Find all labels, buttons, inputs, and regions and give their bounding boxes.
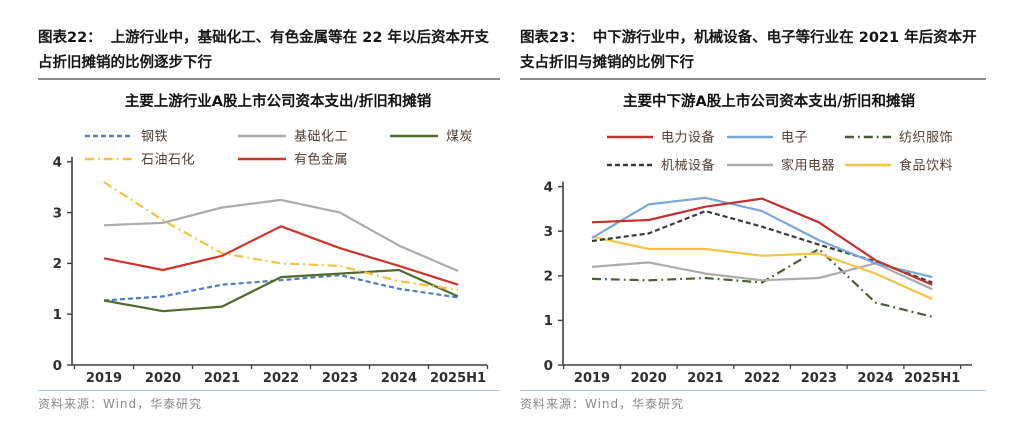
figure-22-panel: 图表22： 上游行业中，基础化工、有色金属等在 22 年以后资本开支占折旧摊销的比… (38, 0, 500, 429)
figure-22-caption: 图表22： 上游行业中，基础化工、有色金属等在 22 年以后资本开支占折旧摊销的比… (38, 26, 500, 76)
figure-22-caption-label: 图表22： (38, 30, 102, 46)
y-tick-label: 0 (544, 358, 553, 374)
x-tick-label: 2022 (744, 371, 780, 386)
legend-label-机械设备: 机械设备 (661, 158, 715, 174)
x-tick-label: 2019 (86, 371, 122, 386)
legend-label-电子: 电子 (781, 131, 808, 146)
x-tick-label: 2023 (801, 371, 837, 386)
caption-divider (520, 78, 986, 80)
source-note: 资料来源：Wind，华泰研究 (38, 397, 203, 411)
series-line-石油石化 (103, 181, 459, 291)
series-line-电力设备 (591, 197, 933, 286)
figure-23-panel: 图表23： 中下游行业中，机械设备、电子等行业在 2021 年后资本开支占折旧与摊… (520, 0, 986, 429)
figure-23-caption-text: 中下游行业中，机械设备、电子等行业在 2021 年后资本开支占折旧与摊销的比例下… (520, 30, 977, 71)
y-tick-label: 1 (544, 313, 553, 329)
figure-23-caption-label: 图表23： (520, 30, 584, 46)
series-line-有色金属 (103, 225, 459, 286)
figure-22-caption-text: 上游行业中，基础化工、有色金属等在 22 年以后资本开支占折旧摊销的比例逐步下行 (38, 30, 489, 71)
series-line-纺织服饰 (591, 247, 933, 318)
x-tick-label: 2021 (687, 371, 723, 386)
legend-label-石油石化: 石油石化 (141, 153, 195, 168)
y-tick-label: 2 (53, 256, 62, 272)
legend-label-食品饮料: 食品饮料 (899, 158, 953, 174)
source-note: 资料来源：Wind，华泰研究 (520, 397, 685, 411)
downstream-chart-title: 主要中下游A股上市公司资本支出/折旧和摊销 (622, 94, 916, 110)
upstream-line-chart: 0 1 2 3 4 2019 2020 2021 2022 2023 2024 2025H1 钢铁 基础化… (53, 130, 489, 386)
y-tick-label: 2 (544, 269, 553, 285)
legend-label-电力设备: 电力设备 (661, 130, 715, 146)
y-tick-label: 4 (53, 155, 62, 171)
x-tick-label: 2023 (322, 371, 358, 386)
legend-label-煤炭: 煤炭 (446, 130, 473, 145)
legend-label-基础化工: 基础化工 (294, 130, 348, 145)
x-tick-label: 2022 (263, 371, 299, 386)
x-tick-label: 2025H1 (430, 371, 486, 386)
y-tick-label: 3 (53, 205, 62, 221)
caption-divider (38, 78, 500, 80)
legend-label-家用电器: 家用电器 (781, 158, 835, 174)
series-line-煤炭 (103, 268, 459, 313)
y-tick-label: 1 (53, 307, 62, 323)
legend-label-钢铁: 钢铁 (141, 130, 168, 145)
downstream-line-chart: 0 1 2 3 4 2019 2020 2021 2022 2023 2024 2025H1 电力设备 电… (544, 130, 972, 386)
series-line-钢铁 (103, 274, 459, 302)
x-tick-label: 2024 (381, 371, 417, 386)
x-tick-label: 2020 (631, 371, 667, 386)
x-tick-label: 2025H1 (904, 371, 960, 386)
legend-label-有色金属: 有色金属 (294, 152, 348, 168)
series-line-基础化工 (103, 198, 459, 273)
x-tick-label: 2021 (204, 371, 240, 386)
x-tick-label: 2019 (574, 371, 610, 386)
legend-label-纺织服饰: 纺织服饰 (899, 131, 953, 146)
series-line-食品饮料 (591, 235, 933, 301)
y-tick-label: 3 (544, 224, 553, 240)
series-line-机械设备 (591, 209, 933, 284)
y-tick-label: 0 (53, 358, 62, 374)
source-divider (38, 390, 500, 391)
upstream-chart-title: 主要上游行业A股上市公司资本支出/折旧和摊销 (124, 94, 432, 110)
x-tick-label: 2024 (857, 371, 893, 386)
series-line-电子 (591, 196, 933, 279)
x-tick-label: 2020 (145, 371, 181, 386)
y-tick-label: 4 (544, 179, 553, 195)
figure-23-caption: 图表23： 中下游行业中，机械设备、电子等行业在 2021 年后资本开支占折旧与摊… (520, 26, 986, 76)
source-divider (520, 390, 986, 391)
